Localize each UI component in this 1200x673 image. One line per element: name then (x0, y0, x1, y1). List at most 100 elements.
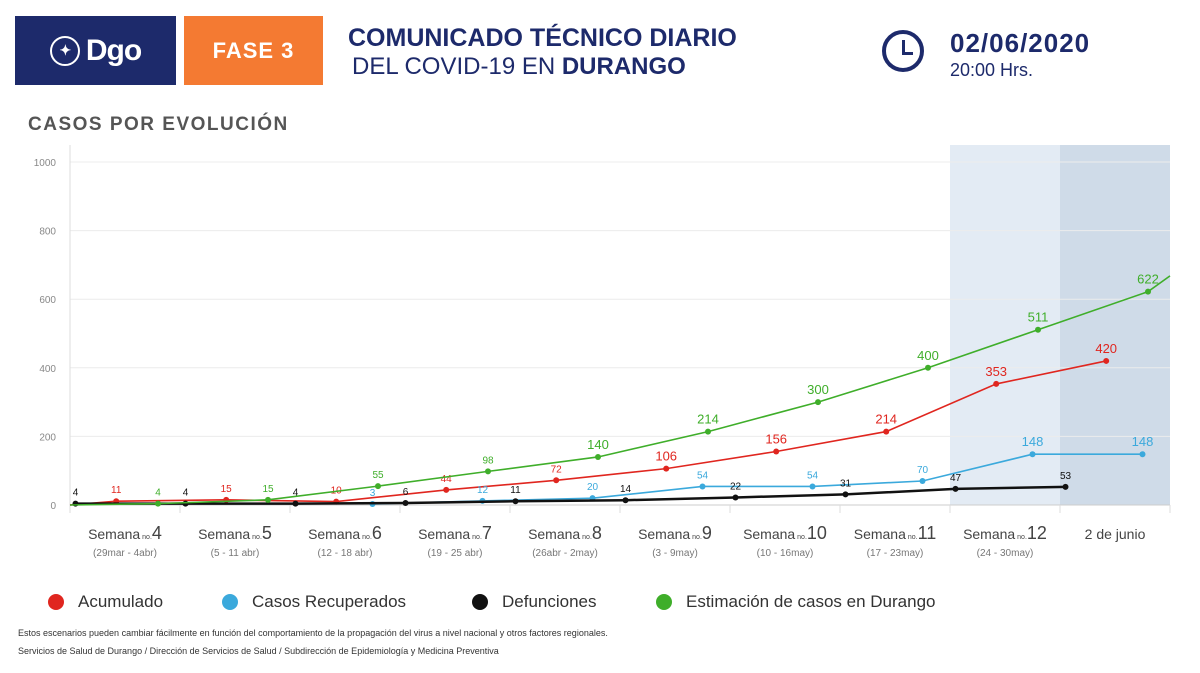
data-label: 148 (1132, 434, 1154, 449)
data-label: 20 (587, 482, 599, 493)
data-point (1103, 357, 1110, 364)
series-line-2 (75, 485, 1066, 505)
data-point (883, 428, 890, 435)
data-point (663, 465, 670, 472)
data-point (512, 498, 519, 505)
data-label: 148 (1022, 434, 1044, 449)
data-label: 44 (441, 474, 453, 485)
legend-item-acumulado: Acumulado (48, 592, 163, 612)
data-point (699, 483, 706, 490)
data-point (595, 453, 601, 460)
data-point (265, 496, 271, 503)
x-tick-label: Semana no.4 (88, 523, 162, 543)
data-label: 4 (183, 488, 189, 499)
source-note: Servicios de Salud de Durango / Direcció… (18, 646, 499, 656)
x-tick-label: Semana no.10 (743, 523, 827, 543)
data-label: 15 (262, 484, 274, 495)
x-tick-label: Semana no.5 (198, 523, 272, 543)
data-point (1029, 451, 1036, 458)
report-time: 20:00 Hrs. (950, 60, 1034, 80)
data-label: 11 (510, 485, 521, 496)
data-point (993, 380, 1000, 387)
x-tick-sublabel: (12 - 18 abr) (317, 548, 372, 559)
legend-dot-icon (48, 594, 64, 610)
data-point (1145, 288, 1151, 295)
data-point (292, 500, 299, 507)
legend-item-defunciones: Defunciones (472, 592, 597, 612)
data-label: 72 (551, 464, 563, 475)
data-label: 156 (765, 431, 787, 446)
x-tick-label: Semana no.11 (854, 523, 937, 543)
legend-dot-icon (472, 594, 488, 610)
legend-item-estimacion: Estimación de casos en Durango (656, 592, 935, 612)
data-label: 11 (111, 485, 122, 496)
data-label: 140 (587, 437, 609, 452)
x-tick-label: Semana no.6 (308, 523, 382, 543)
data-label: 15 (221, 484, 233, 495)
y-tick-label: 600 (39, 295, 56, 306)
clock-icon (882, 30, 924, 72)
x-tick-label: Semana no.9 (638, 523, 712, 543)
data-label: 55 (372, 470, 384, 481)
seal-icon: ✦ (49, 35, 80, 66)
data-label: 3 (370, 488, 376, 499)
data-point (809, 483, 816, 490)
series-line-3 (69, 275, 1171, 506)
data-label: 53 (1060, 471, 1072, 482)
legend-dot-icon (222, 594, 238, 610)
data-label: 353 (985, 364, 1007, 379)
data-label: 14 (620, 484, 632, 495)
x-tick-label: Semana no.7 (418, 523, 492, 543)
durango-logo: ✦ Dgo (15, 16, 176, 85)
data-label: 22 (730, 481, 742, 492)
data-label: 47 (950, 473, 962, 484)
chart-title: CASOS POR EVOLUCIÓN (28, 114, 289, 135)
data-label: 214 (875, 412, 897, 427)
data-label: 4 (73, 488, 79, 499)
x-tick-label: Semana no.8 (528, 523, 602, 543)
data-label: 420 (1095, 341, 1117, 356)
data-label: 70 (917, 465, 929, 476)
y-tick-label: 800 (39, 227, 56, 238)
data-point (1035, 326, 1041, 333)
x-tick-sublabel: (5 - 11 abr) (211, 548, 260, 559)
x-tick-sublabel: (3 - 9may) (652, 548, 698, 559)
data-point (402, 499, 409, 506)
data-point (485, 468, 491, 475)
highlight-band (950, 145, 1060, 505)
data-label: 4 (293, 488, 299, 499)
data-point (732, 494, 739, 501)
y-tick-label: 1000 (34, 158, 57, 169)
data-label: 54 (807, 470, 819, 481)
data-point (705, 428, 711, 435)
data-point (952, 485, 959, 492)
legend-item-recuperados: Casos Recuperados (222, 592, 406, 612)
data-point (842, 491, 849, 498)
x-tick-label: 2 de junio (1085, 526, 1146, 542)
data-label: 400 (917, 348, 939, 363)
data-label: 31 (840, 478, 852, 489)
data-point (1139, 451, 1146, 458)
data-point (773, 448, 780, 455)
report-date: 02/06/2020 (950, 28, 1091, 58)
data-label: 98 (482, 455, 494, 466)
logo-text: Dgo (85, 33, 142, 67)
y-tick-label: 200 (39, 432, 56, 443)
data-point (925, 364, 931, 371)
data-point (155, 500, 161, 507)
x-tick-sublabel: (10 - 16may) (757, 548, 814, 559)
y-tick-label: 400 (39, 364, 56, 375)
data-label: 6 (403, 487, 409, 498)
data-point (1062, 483, 1069, 490)
data-label: 214 (697, 412, 719, 427)
data-point (622, 497, 629, 504)
x-tick-sublabel: (26abr - 2may) (532, 548, 598, 559)
data-point (182, 500, 189, 507)
data-point (553, 477, 560, 484)
data-point (443, 486, 450, 493)
data-point (375, 483, 381, 490)
legend-dot-icon (656, 594, 672, 610)
page-subtitle: DEL COVID-19 EN DURANGO (352, 53, 686, 80)
x-tick-sublabel: (17 - 23may) (867, 548, 924, 559)
